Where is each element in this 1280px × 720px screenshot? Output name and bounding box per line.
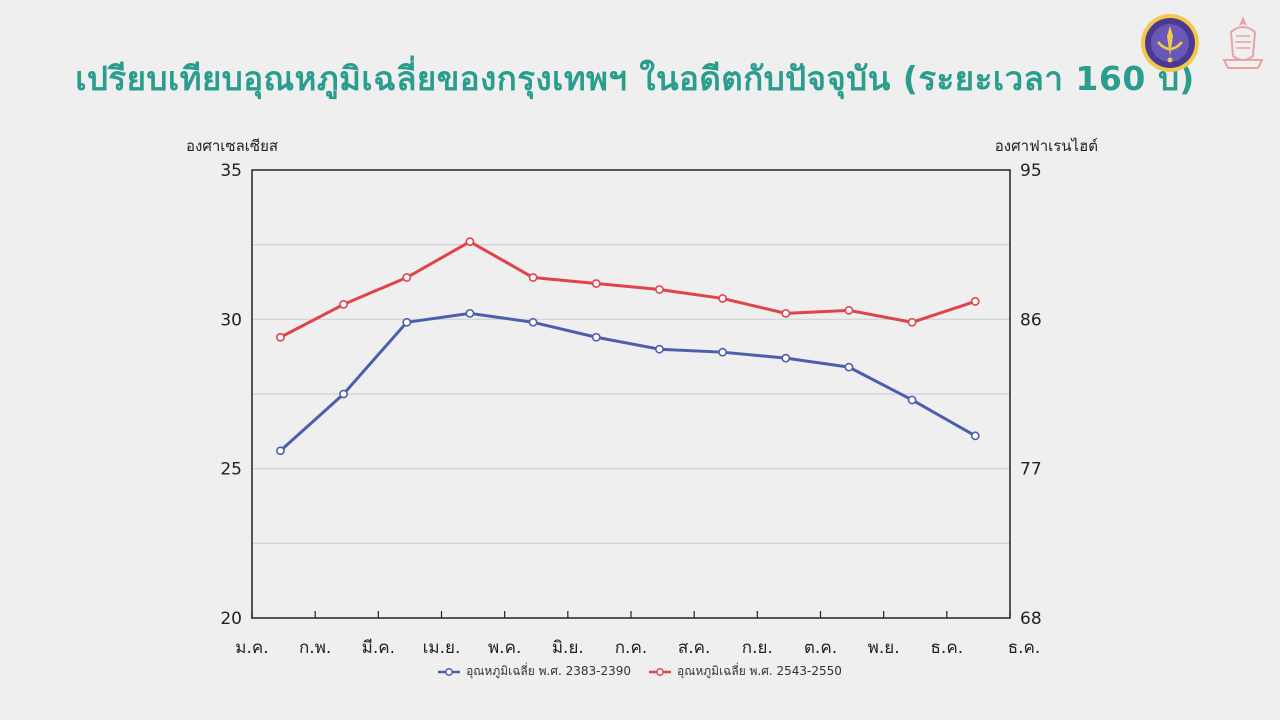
x-tick-label: ม.ค. (235, 638, 268, 658)
data-point-series-2 (465, 237, 475, 247)
data-point-series-1 (781, 353, 791, 363)
y-tick-label: 35 (220, 161, 242, 181)
data-point-series-2 (970, 297, 980, 306)
data-point-series-1 (339, 389, 348, 399)
x-tick-label: มิ.ย. (552, 638, 584, 658)
data-point-series-1 (276, 446, 285, 456)
university-seal-icon (1140, 12, 1200, 74)
data-point-series-1 (844, 362, 854, 372)
y-tick-label: 30 (220, 310, 242, 330)
x-tick-label: พ.ย. (868, 638, 900, 658)
x-tick-label: ส.ค. (678, 638, 711, 658)
y2-tick-label: 95 (1020, 161, 1042, 181)
data-point-series-1 (970, 431, 980, 441)
data-point-series-1 (655, 344, 664, 354)
chart-legend: อุณหภูมิเฉลี่ย พ.ศ. 2383-2390 อุณหภูมิเฉ… (0, 662, 1280, 681)
y2-tick-label: 68 (1020, 609, 1042, 629)
x-tick-label: เม.ย. (423, 638, 461, 658)
legend-marker-series-2 (649, 667, 671, 676)
y-tick-label: 25 (220, 460, 242, 480)
series-line-2 (279, 240, 976, 339)
legend-item-series-2: อุณหภูมิเฉลี่ย พ.ศ. 2543-2550 (649, 662, 842, 681)
data-point-series-2 (781, 308, 791, 318)
x-tick-label: พ.ค. (488, 638, 521, 658)
legend-item-series-1: อุณหภูมิเฉลี่ย พ.ศ. 2383-2390 (438, 662, 631, 681)
x-tick-label: มี.ค. (362, 638, 395, 658)
data-point-series-1 (465, 308, 475, 318)
data-point-series-2 (528, 273, 538, 282)
y2-tick-label: 86 (1020, 310, 1042, 330)
data-point-series-1 (591, 332, 601, 342)
data-point-series-2 (718, 294, 727, 303)
x-tick-label: ต.ค. (804, 638, 837, 658)
x-tick-label: ก.ค. (615, 638, 647, 658)
x-tick-label: ธ.ค. (1008, 638, 1041, 658)
y2-axis-label: องศาฟาเรนไฮต์ (995, 137, 1098, 155)
data-point-series-2 (655, 285, 664, 294)
y-axis-label: องศาเซลเซียส (186, 137, 278, 155)
legend-label-series-2: อุณหภูมิเฉลี่ย พ.ศ. 2543-2550 (677, 664, 842, 678)
data-point-series-1 (528, 317, 538, 327)
data-point-series-2 (844, 305, 854, 315)
data-point-series-2 (276, 332, 285, 342)
x-tick-label: ธ.ค. (931, 638, 964, 658)
data-point-series-2 (907, 317, 917, 327)
y2-tick-label: 77 (1020, 460, 1042, 480)
x-tick-label: ก.ย. (742, 638, 773, 658)
y-tick-label: 20 (220, 609, 242, 629)
data-point-series-2 (339, 299, 348, 309)
data-point-series-1 (718, 347, 727, 357)
data-point-series-2 (402, 273, 412, 282)
data-point-series-1 (907, 395, 917, 405)
x-tick-label: ก.พ. (299, 638, 331, 658)
data-point-series-1 (402, 317, 412, 327)
page-title: เปรียบเทียบอุณหภูมิเฉลี่ยของกรุงเทพฯ ในอ… (75, 59, 1195, 98)
legend-marker-series-1 (438, 667, 461, 676)
series-line-1 (279, 311, 976, 452)
chulalongkorn-crest-icon (1216, 12, 1276, 74)
data-point-series-2 (591, 279, 601, 288)
legend-label-series-1: อุณหภูมิเฉลี่ย พ.ศ. 2383-2390 (466, 664, 631, 678)
